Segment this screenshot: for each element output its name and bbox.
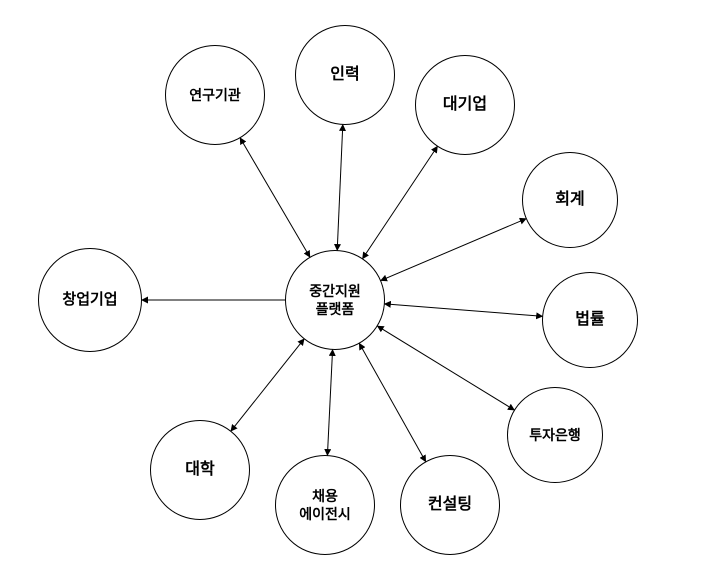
network-diagram: 중간지원 플랫폼 연구기관 인력대기업회계법률투자은행컨설팅 채용 에이전시 대학 창업기… (0, 0, 708, 587)
node-label: 대기업 (443, 95, 487, 116)
node-acct: 회계 (522, 152, 618, 248)
edge-univ (231, 339, 304, 431)
node-label: 컨설팅 (428, 495, 472, 516)
node-univ: 대학 (150, 420, 250, 520)
node-label: 창업기업 (62, 290, 117, 310)
center-node: 중간지원 플랫폼 (285, 250, 385, 350)
node-hr: 인력 (295, 25, 395, 125)
node-ibank: 투자은행 (507, 387, 603, 483)
edge-research (240, 138, 309, 257)
node-label: 법률 (575, 310, 604, 331)
node-label: 연구기관 (189, 86, 241, 104)
edge-acct (381, 219, 526, 281)
node-bigcorp: 대기업 (415, 55, 515, 155)
edge-ibank (378, 326, 514, 410)
edge-bigcorp (363, 147, 438, 259)
node-label: 회계 (555, 190, 584, 211)
node-label: 채용 에이전시 (299, 487, 351, 523)
edge-consult (359, 344, 425, 462)
edge-law (385, 304, 542, 316)
node-label: 대학 (185, 460, 214, 481)
node-research: 연구기관 (165, 45, 265, 145)
node-law: 법률 (542, 272, 638, 368)
node-agency: 채용 에이전시 (275, 455, 375, 555)
node-consult: 컨설팅 (400, 455, 500, 555)
node-label: 투자은행 (529, 426, 581, 444)
node-startup: 창업기업 (38, 248, 142, 352)
edge-hr (337, 125, 343, 250)
edge-agency (327, 350, 332, 455)
node-label: 중간지원 플랫폼 (309, 282, 361, 318)
node-label: 인력 (330, 65, 359, 86)
